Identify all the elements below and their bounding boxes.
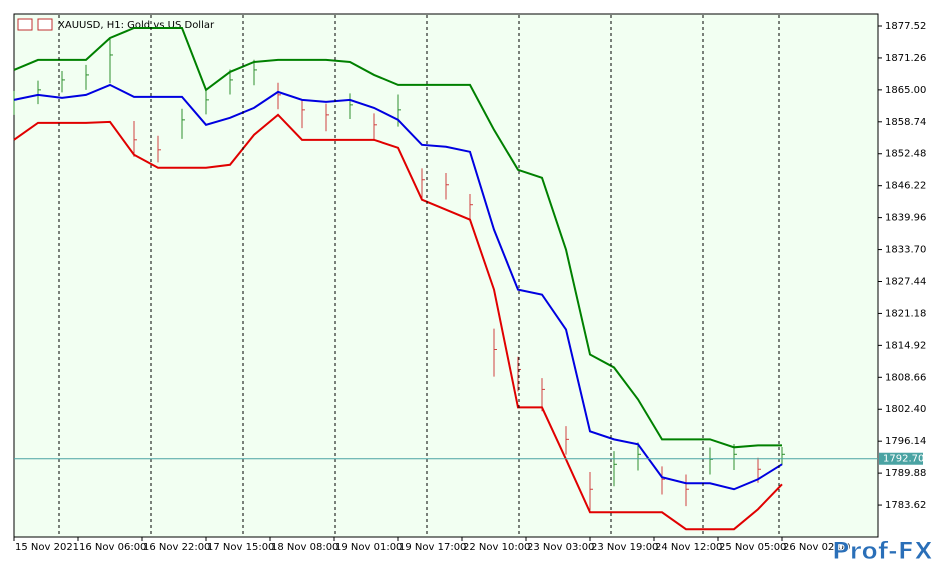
- y-tick-label: 1852.48: [885, 149, 926, 160]
- y-tick-label: 1833.70: [885, 245, 926, 256]
- x-tick-label: 26 Nov 02:00: [783, 542, 850, 553]
- current-price-box: [879, 452, 923, 465]
- icon: [37, 18, 53, 31]
- icon: [17, 18, 33, 31]
- y-tick-label: 1814.92: [885, 340, 926, 351]
- x-tick-label: 16 Nov 06:00: [79, 542, 146, 553]
- chart-title: XAUUSD, H1: Gold vs US Dollar: [58, 20, 215, 31]
- x-tick-label: 24 Nov 12:00: [655, 542, 722, 553]
- watermark: Prof-FX: [832, 537, 933, 565]
- x-tick-label: 23 Nov 03:00: [527, 542, 594, 553]
- y-tick-label: 1846.22: [885, 181, 926, 192]
- marks: [13, 26, 785, 531]
- x-tick-label: 18 Nov 08:00: [271, 542, 338, 553]
- x-tick-label: 19 Nov 17:00: [399, 542, 466, 553]
- x-tick-label: 23 Nov 19:00: [591, 542, 658, 553]
- x-tick-label: 17 Nov 15:00: [207, 542, 274, 553]
- x-tick-label: 15 Nov 2021: [15, 542, 79, 553]
- y-tick-label: 1821.18: [885, 308, 926, 319]
- y-tick-label: 1858.74: [885, 117, 926, 128]
- x-tick-label: 22 Nov 10:00: [463, 542, 530, 553]
- y-tick-label: 1865.00: [885, 85, 926, 96]
- y-tick-label: 1827.44: [885, 276, 926, 287]
- series-line: [13, 113, 783, 531]
- x-tick-label: 19 Nov 01:00: [335, 542, 402, 553]
- symbol-icons: [17, 18, 53, 31]
- current-price-label: 1792.70: [883, 454, 924, 465]
- x-tick-label: 25 Nov 05:00: [719, 542, 786, 553]
- series-line: [13, 83, 783, 491]
- x-tick-label: 16 Nov 22:00: [143, 542, 210, 553]
- y-tick-label: 1839.96: [885, 213, 926, 224]
- y-tick-label: 1802.40: [885, 404, 926, 415]
- y-tick-label: 1789.88: [885, 468, 926, 479]
- y-tick-label: 1783.62: [885, 500, 926, 511]
- y-tick-label: 1871.26: [885, 53, 926, 64]
- series-line: [13, 26, 782, 449]
- y-tick-label: 1796.14: [885, 436, 926, 447]
- y-tick-label: 1808.66: [885, 372, 926, 383]
- y-tick-label: 1877.52: [885, 21, 926, 32]
